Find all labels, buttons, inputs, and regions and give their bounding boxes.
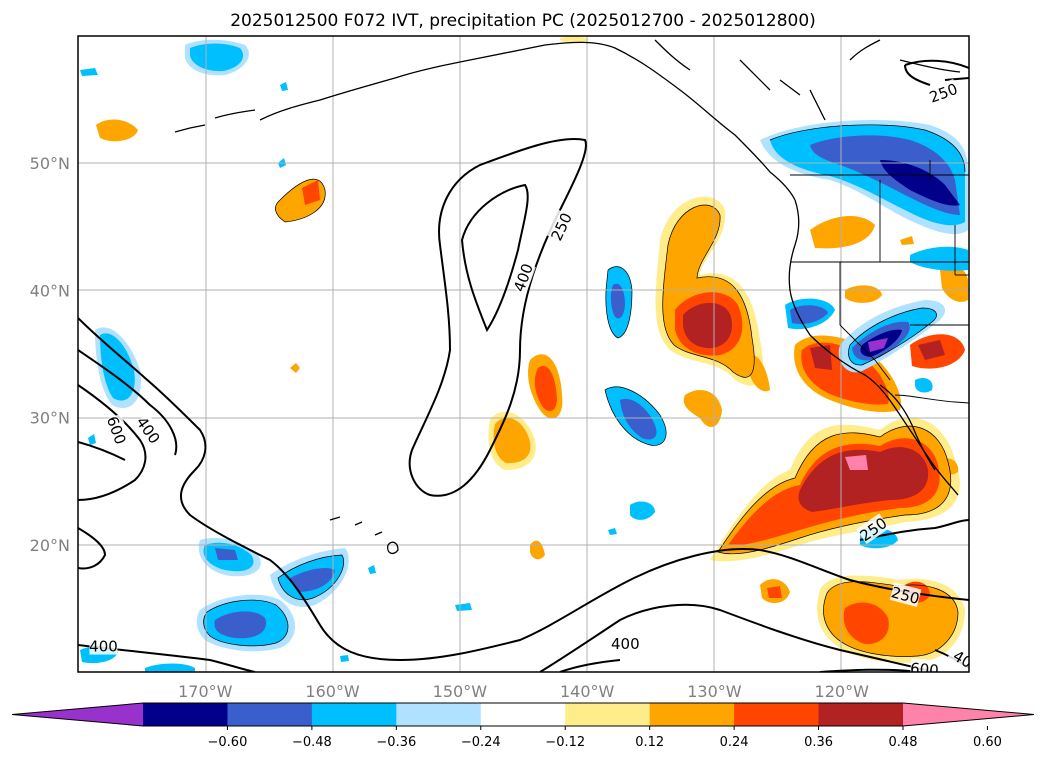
precip-negative-shading: [80, 39, 968, 672]
colorbar-tick-label: 0.48: [889, 735, 918, 750]
figure-title: 2025012500 F072 IVT, precipitation PC (2…: [230, 11, 816, 31]
colorbar-swatch: [311, 703, 397, 726]
lat-label: 40°N: [30, 281, 70, 300]
colorbar-swatch: [818, 703, 904, 726]
colorbar-outline: [11, 702, 1035, 727]
lon-label: 170°W: [178, 682, 233, 701]
lon-label: 150°W: [433, 682, 488, 701]
map-frame: [77, 35, 970, 673]
lat-label: 20°N: [30, 536, 70, 555]
latitude-labels: 50°N 40°N 30°N 20°N: [30, 154, 70, 555]
contour-label-text: 400: [89, 638, 118, 656]
precip-positive-shading: [96, 36, 968, 663]
colorbar-swatch: [734, 703, 820, 726]
lon-label: 140°W: [560, 682, 615, 701]
contour-label: 250: [889, 582, 922, 608]
colorbar-tick-label: 0.12: [635, 735, 664, 750]
contour-label-text: 600: [909, 659, 939, 679]
colorbar-swatch: [396, 703, 482, 726]
colorbar-swatch: [480, 703, 566, 726]
longitude-labels: 170°W 160°W 150°W 140°W 130°W 120°W: [178, 682, 869, 701]
lon-label: 130°W: [687, 682, 742, 701]
colorbar-tick-label: 0.24: [720, 735, 749, 750]
lat-label: 50°N: [30, 154, 70, 173]
contour-label: 400: [611, 634, 640, 653]
colorbar-tick-label: −0.60: [208, 735, 248, 750]
colorbar-tick-label: −0.24: [461, 735, 501, 750]
colorbar-tick-label: −0.12: [545, 735, 585, 750]
contour-label-text: 400: [611, 635, 640, 653]
colorbar-extend-high: [903, 703, 1034, 726]
colorbar-tick-label: 0.36: [804, 735, 833, 750]
colorbar-swatch: [143, 703, 228, 726]
colorbar-tick-label: −0.36: [376, 735, 416, 750]
colorbar-swatch: [565, 703, 651, 726]
contour-label: 400: [89, 636, 118, 656]
lon-label: 160°W: [305, 682, 360, 701]
shading-outlines: [203, 124, 966, 657]
colorbar-swatch: [649, 703, 735, 726]
colorbar-tick-label: 0.60: [973, 735, 1002, 750]
colorbar-tick-label: −0.48: [292, 735, 332, 750]
colorbar-extend-low: [12, 703, 143, 726]
graticule: [78, 36, 969, 672]
lon-label: 120°W: [815, 682, 870, 701]
coastlines: [174, 39, 961, 555]
political-borders: [790, 160, 969, 404]
lat-label: 30°N: [30, 409, 70, 428]
colorbar: −0.60 −0.48 −0.36 −0.24 −0.12 0.12 0.24 0.36 0.4…: [11, 702, 1035, 750]
contour-label: 600: [909, 658, 940, 679]
colorbar-swatch: [227, 703, 313, 726]
